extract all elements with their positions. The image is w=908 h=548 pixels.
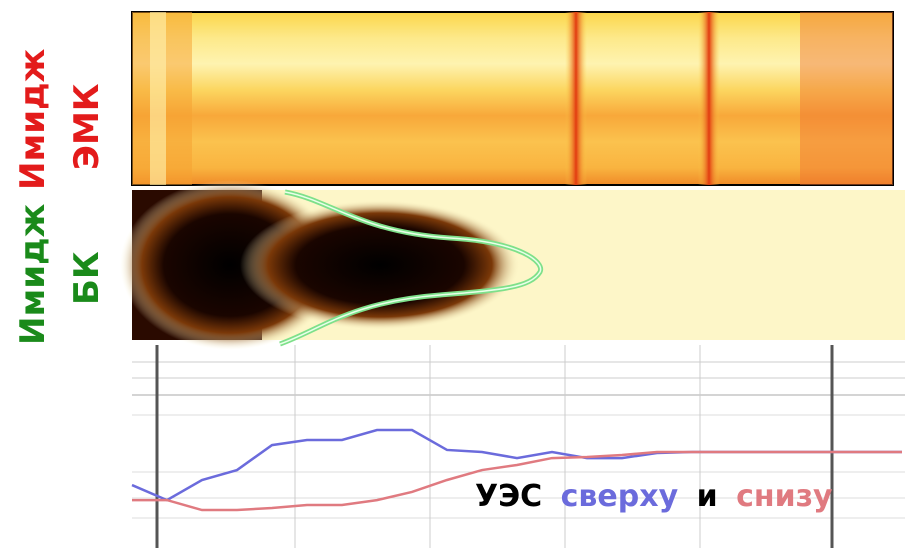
panel-label: Имидж <box>13 48 53 190</box>
legend-text: УЭС <box>475 479 542 514</box>
panel-label: БК <box>67 251 107 305</box>
chart-frame <box>132 345 905 548</box>
emk-image <box>132 12 893 185</box>
legend-text: и <box>697 479 718 514</box>
legend: УЭС сверху и снизу <box>475 479 833 514</box>
legend-entry: снизу <box>736 479 833 514</box>
bk-image <box>120 180 905 350</box>
panel-label: Имидж <box>13 203 53 345</box>
figure: Имидж ЭМК Имидж БК УЭС сверху и снизу <box>0 0 908 548</box>
panel-label: ЭМК <box>67 83 107 170</box>
legend-entry: сверху <box>561 479 679 514</box>
page: Имидж ЭМК Имидж БК УЭС сверху и снизу ((… <box>0 0 908 548</box>
